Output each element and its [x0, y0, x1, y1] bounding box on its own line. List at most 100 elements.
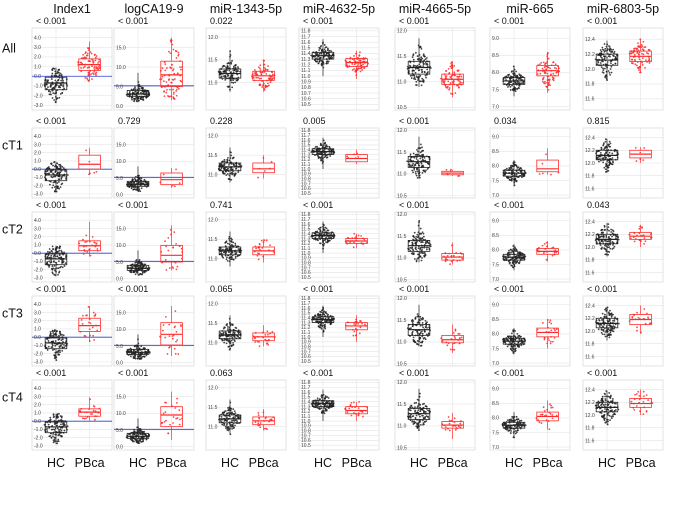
data-point-HC — [421, 171, 424, 174]
data-point-HC — [326, 49, 329, 52]
y-tick-label: 11.5 — [208, 58, 218, 64]
data-point-HC — [310, 234, 313, 237]
data-point-HC — [129, 184, 132, 186]
data-point-HC — [234, 333, 237, 336]
data-point-HC — [140, 269, 143, 272]
data-point-HC — [62, 260, 65, 263]
data-point-HC — [220, 252, 223, 255]
data-point-PBca — [172, 334, 175, 337]
data-point-HC — [416, 161, 419, 163]
data-point-PBca — [355, 318, 357, 321]
data-point-HC — [222, 172, 224, 175]
data-point-HC — [327, 407, 330, 409]
data-point-PBca — [273, 251, 275, 254]
data-point-PBca — [357, 234, 360, 237]
data-point-PBca — [458, 78, 461, 81]
data-point-HC — [424, 319, 427, 322]
data-point-HC — [49, 416, 52, 419]
data-point-PBca — [180, 68, 182, 71]
data-point-HC — [222, 75, 225, 77]
data-point-PBca — [89, 254, 92, 257]
data-point-HC — [130, 268, 133, 271]
data-point-PBca — [558, 67, 560, 70]
data-point-HC — [56, 336, 59, 338]
data-point-HC — [222, 327, 225, 330]
data-point-HC — [409, 246, 412, 249]
data-point-HC — [65, 83, 68, 86]
data-point-HC — [53, 257, 55, 259]
data-point-PBca — [349, 241, 351, 244]
data-point-HC — [59, 165, 62, 168]
p-value-label: < 0.001 — [36, 116, 66, 126]
data-point-HC — [417, 247, 420, 250]
panel-miR-4665-5p-All: 10.511.011.512.0< 0.001 — [394, 16, 476, 111]
data-point-PBca — [266, 68, 269, 71]
p-value-label: < 0.001 — [399, 284, 429, 294]
data-point-HC — [60, 435, 63, 438]
data-point-HC — [421, 330, 423, 332]
data-point-PBca — [444, 428, 447, 431]
data-point-PBca — [449, 348, 452, 351]
data-point-PBca — [541, 162, 544, 165]
data-point-HC — [413, 77, 415, 80]
data-point-HC — [57, 428, 60, 431]
data-point-HC — [58, 69, 61, 71]
data-point-HC — [228, 422, 231, 425]
data-point-PBca — [259, 422, 262, 424]
data-point-PBca — [344, 240, 347, 243]
data-point-HC — [231, 254, 234, 257]
data-point-PBca — [162, 324, 165, 326]
data-point-HC — [511, 84, 513, 87]
data-point-PBca — [85, 54, 88, 57]
data-point-HC — [52, 414, 55, 416]
data-point-HC — [329, 148, 332, 151]
data-point-HC — [231, 258, 234, 261]
y-tick-label: 11.4 — [301, 51, 311, 57]
data-point-PBca — [348, 65, 351, 68]
data-point-HC — [220, 167, 223, 170]
data-point-HC — [58, 335, 60, 338]
data-point-HC — [137, 175, 140, 177]
data-point-PBca — [175, 268, 178, 271]
data-point-PBca — [444, 84, 447, 86]
data-point-HC — [49, 419, 51, 422]
data-point-HC — [509, 259, 512, 262]
data-point-HC — [518, 175, 521, 177]
y-tick-label: 11.7 — [301, 217, 311, 223]
data-point-HC — [54, 95, 57, 98]
data-point-HC — [417, 44, 420, 47]
data-point-PBca — [174, 407, 177, 409]
data-point-HC — [427, 241, 429, 244]
y-tick-label: 4.0 — [34, 35, 41, 41]
data-point-HC — [515, 70, 517, 73]
data-point-HC — [222, 64, 225, 67]
data-point-HC — [423, 328, 426, 331]
data-point-HC — [223, 414, 226, 417]
data-point-HC — [54, 188, 57, 191]
data-point-HC — [53, 92, 56, 95]
data-point-HC — [135, 439, 138, 442]
data-point-PBca — [269, 81, 272, 84]
y-tick-label: 11.1 — [301, 246, 311, 252]
data-point-HC — [328, 150, 331, 153]
data-point-HC — [56, 72, 58, 75]
data-point-PBca — [461, 257, 464, 260]
data-point-PBca — [94, 56, 97, 59]
data-point-PBca — [263, 71, 266, 73]
data-point-HC — [426, 68, 429, 71]
data-point-HC — [506, 254, 509, 257]
data-point-HC — [512, 248, 515, 250]
data-point-HC — [228, 163, 230, 166]
data-point-HC — [129, 438, 132, 441]
y-tick-label: 12.0 — [397, 380, 407, 386]
data-point-PBca — [270, 70, 273, 73]
data-point-HC — [136, 357, 139, 360]
data-point-PBca — [84, 76, 87, 79]
data-point-HC — [330, 233, 332, 236]
data-point-HC — [422, 80, 425, 83]
data-point-HC — [229, 54, 232, 56]
data-point-HC — [422, 60, 425, 63]
data-point-HC — [425, 57, 428, 59]
data-point-HC — [220, 72, 222, 75]
data-point-HC — [50, 432, 53, 435]
